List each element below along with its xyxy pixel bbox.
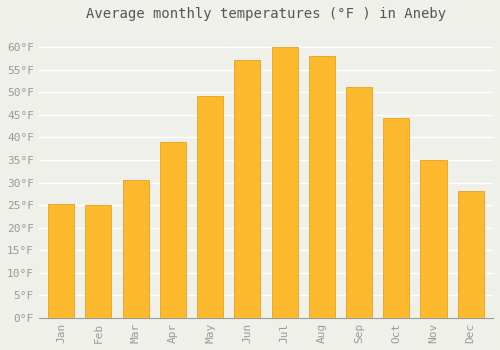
Bar	[86, 205, 112, 318]
Bar	[383, 118, 409, 318]
Bar	[420, 160, 446, 318]
Bar	[308, 56, 335, 318]
Bar	[122, 180, 148, 318]
Bar	[160, 142, 186, 318]
Bar	[48, 204, 74, 318]
Title: Average monthly temperatures (°F ) in Aneby: Average monthly temperatures (°F ) in An…	[86, 7, 446, 21]
Bar	[458, 191, 483, 318]
Bar	[234, 60, 260, 318]
Bar	[346, 87, 372, 318]
Bar	[197, 96, 223, 318]
Bar	[272, 47, 297, 318]
